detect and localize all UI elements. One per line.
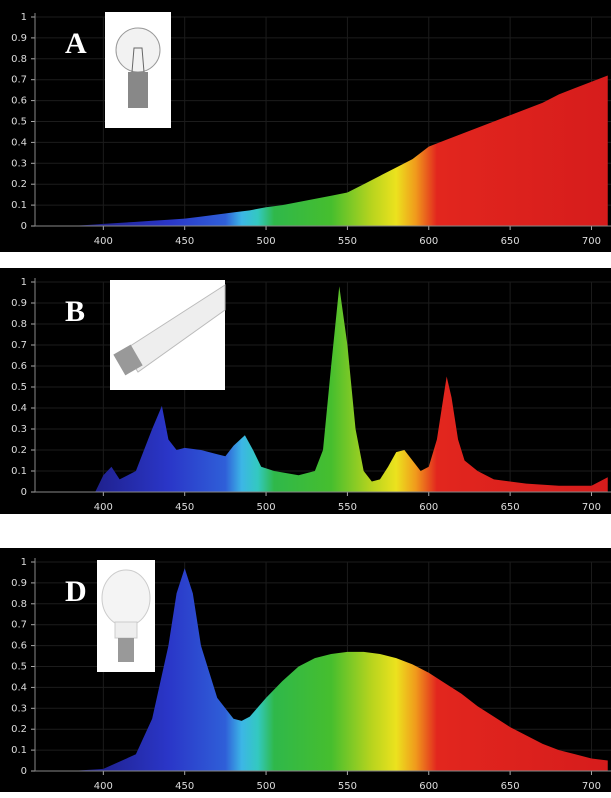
y-tick-label: 1 xyxy=(21,12,27,23)
x-tick-label: 500 xyxy=(257,236,276,247)
y-tick-label: 0.2 xyxy=(11,724,27,735)
y-tick-label: 0.9 xyxy=(11,578,27,589)
x-tick-label: 550 xyxy=(338,236,357,247)
x-tick-label: 650 xyxy=(501,236,520,247)
led-glass xyxy=(102,570,150,626)
bulb-glass xyxy=(116,28,160,72)
y-tick-label: 1 xyxy=(21,277,27,288)
y-tick-label: 0.4 xyxy=(11,403,27,414)
y-tick-label: 0.6 xyxy=(11,96,27,107)
y-tick-label: 0.1 xyxy=(11,466,27,477)
y-tick-label: 0.9 xyxy=(11,33,27,44)
y-tick-label: 0.2 xyxy=(11,445,27,456)
y-tick-label: 0 xyxy=(21,487,27,498)
x-tick-label: 500 xyxy=(257,502,276,513)
y-tick-label: 0.7 xyxy=(11,75,27,86)
bulb-base xyxy=(128,72,148,108)
figure: 0 0.1 0.2 0.3 0.4 0.5 0.6 0.7 0.8 0.9 1 400 450 500 55… xyxy=(0,0,611,798)
x-tick-label: 450 xyxy=(175,236,194,247)
panel-label: D xyxy=(65,575,87,608)
y-tick-label: 0.1 xyxy=(11,745,27,756)
x-tick-label: 400 xyxy=(94,236,113,247)
y-tick-label: 0.5 xyxy=(11,662,27,673)
y-tick-label: 0.4 xyxy=(11,682,27,693)
led-base xyxy=(118,638,134,662)
led-neck xyxy=(115,622,137,638)
y-tick-label: 0.3 xyxy=(11,703,27,714)
x-tick-label: 700 xyxy=(582,236,601,247)
y-tick-label: 0.2 xyxy=(11,179,27,190)
y-tick-label: 0.7 xyxy=(11,340,27,351)
y-tick-label: 0.5 xyxy=(11,117,27,128)
panel-label: A xyxy=(65,27,87,60)
x-tick-label: 400 xyxy=(94,502,113,513)
y-tick-label: 0 xyxy=(21,221,27,232)
y-tick-label: 0.8 xyxy=(11,54,27,65)
y-tick-label: 0.8 xyxy=(11,319,27,330)
y-tick-label: 0.7 xyxy=(11,620,27,631)
x-tick-label: 450 xyxy=(175,502,194,513)
x-tick-label: 650 xyxy=(501,781,520,792)
x-tick-label: 550 xyxy=(338,781,357,792)
x-tick-label: 450 xyxy=(175,781,194,792)
x-tick-label: 700 xyxy=(582,502,601,513)
y-tick-label: 0.1 xyxy=(11,200,27,211)
y-tick-label: 0.5 xyxy=(11,382,27,393)
x-tick-label: 600 xyxy=(419,502,438,513)
y-tick-label: 0.6 xyxy=(11,361,27,372)
x-tick-label: 550 xyxy=(338,502,357,513)
y-tick-label: 0.6 xyxy=(11,641,27,652)
x-tick-label: 500 xyxy=(257,781,276,792)
y-tick-label: 0.9 xyxy=(11,298,27,309)
y-tick-label: 0 xyxy=(21,766,27,777)
x-tick-label: 400 xyxy=(94,781,113,792)
x-tick-label: 600 xyxy=(419,236,438,247)
x-tick-label: 650 xyxy=(501,502,520,513)
y-tick-label: 0.3 xyxy=(11,424,27,435)
y-tick-label: 0.8 xyxy=(11,599,27,610)
panel-label: B xyxy=(65,295,85,328)
x-tick-label: 700 xyxy=(582,781,601,792)
y-tick-label: 0.3 xyxy=(11,158,27,169)
y-tick-label: 1 xyxy=(21,557,27,568)
y-tick-label: 0.4 xyxy=(11,137,27,148)
x-tick-label: 600 xyxy=(419,781,438,792)
